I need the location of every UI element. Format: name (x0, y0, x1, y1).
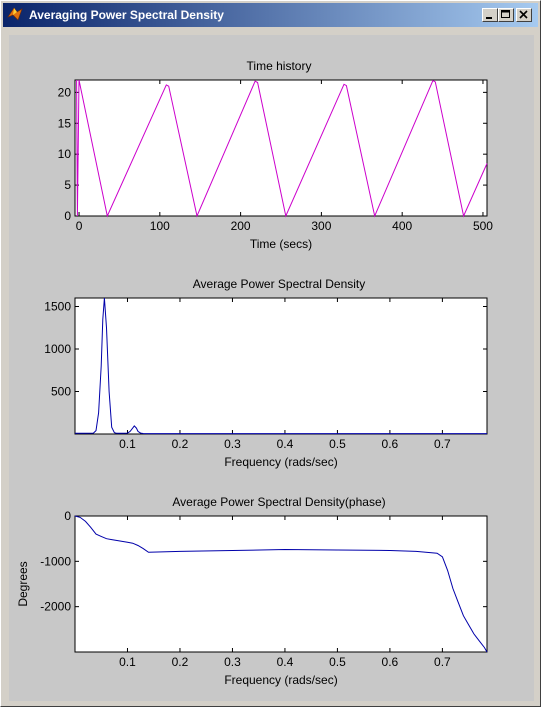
plot-title: Average Power Spectral Density(phase) (172, 495, 385, 509)
charts-area: Time history 0 100 200 300 400 500 0 5 10 15 20 Ti… (16, 59, 494, 687)
x-tick-label: 0.7 (434, 437, 451, 451)
x-tick-label: 0.4 (277, 655, 294, 669)
x-axis-label: Time (secs) (250, 237, 312, 251)
x-tick-label: 200 (231, 219, 251, 233)
plot-title: Average Power Spectral Density (193, 277, 366, 291)
ticks: 0 100 200 300 400 500 0 5 10 15 20 (58, 80, 493, 233)
x-tick-label: 100 (150, 219, 170, 233)
y-tick-label: 15 (58, 116, 72, 130)
x-tick-label: 0.2 (172, 655, 189, 669)
close-button[interactable] (516, 8, 532, 22)
y-tick-label: 1000 (44, 342, 71, 356)
x-tick-label: 0.3 (224, 655, 241, 669)
y-tick-label: 10 (58, 147, 72, 161)
x-tick-label: 0.4 (277, 437, 294, 451)
x-axis-label: Frequency (rads/sec) (224, 673, 337, 687)
minimize-icon (486, 17, 492, 19)
minimize-button[interactable] (482, 8, 498, 22)
y-tick-label: -1000 (40, 554, 71, 568)
x-tick-label: 0.7 (434, 655, 451, 669)
x-tick-label: 0.1 (119, 655, 136, 669)
x-tick-label: 0.1 (119, 437, 136, 451)
y-tick-label: 0 (64, 209, 71, 223)
time-series-line (76, 79, 488, 218)
window-title: Averaging Power Spectral Density (29, 8, 224, 22)
psd-magnitude-plot: Average Power Spectral Density 0.1 0.2 0.3… (44, 277, 488, 469)
phase-series-line (74, 515, 488, 653)
x-tick-label: 0.6 (382, 655, 399, 669)
x-tick-label: 500 (473, 219, 493, 233)
x-tick-label: 0.3 (224, 437, 241, 451)
matlab-icon (7, 7, 23, 21)
title-bar[interactable]: Averaging Power Spectral Density (3, 3, 538, 27)
x-tick-label: 0.5 (329, 655, 346, 669)
x-tick-label: 0.2 (172, 437, 189, 451)
psd-phase-plot: Average Power Spectral Density(phase) 0.… (16, 495, 488, 687)
maximize-icon (501, 10, 510, 18)
x-tick-label: 400 (392, 219, 412, 233)
y-tick-label: 1500 (44, 300, 71, 314)
y-tick-label: -2000 (40, 600, 71, 614)
psd-series-line (75, 297, 487, 435)
time-history-plot: Time history 0 100 200 300 400 500 0 5 10 15 20 Ti… (58, 59, 494, 251)
x-axis-label: Frequency (rads/sec) (224, 455, 337, 469)
plot-area (74, 297, 488, 435)
x-tick-label: 300 (311, 219, 331, 233)
x-tick-label: 0.6 (382, 437, 399, 451)
figure-canvas: Time history 0 100 200 300 400 500 0 5 10 15 20 Ti… (9, 35, 534, 701)
ticks: 0.1 0.2 0.3 0.4 0.5 0.6 0.7 0 -1000 -2000 (40, 509, 487, 669)
plot-area (74, 515, 488, 653)
y-tick-label: 0 (64, 509, 71, 523)
plot-title: Time history (247, 59, 312, 73)
maximize-button[interactable] (498, 8, 514, 22)
ticks: 0.1 0.2 0.3 0.4 0.5 0.6 0.7 500 1000 1500 (44, 298, 487, 451)
y-tick-label: 20 (58, 85, 72, 99)
y-tick-label: 500 (51, 385, 71, 399)
x-tick-label: 0 (76, 219, 83, 233)
y-axis-label: Degrees (16, 561, 30, 606)
x-tick-label: 0.5 (329, 437, 346, 451)
y-tick-label: 5 (64, 178, 71, 192)
close-icon (519, 10, 528, 19)
